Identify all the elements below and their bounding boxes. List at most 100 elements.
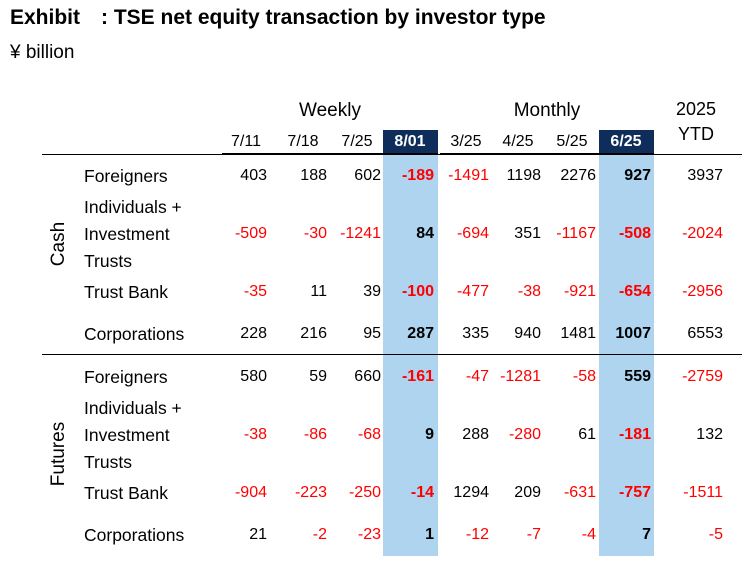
table-cell: 84 (416, 225, 434, 242)
table-cell: -757 (618, 484, 651, 501)
row-label-futures: Corporations (84, 524, 185, 545)
row-label-cash: Foreigners (84, 165, 168, 186)
table-cell: 1198 (506, 167, 541, 184)
row-label-futures: Trusts (84, 451, 132, 472)
table-cell: -35 (243, 283, 267, 300)
table-cell: -1511 (683, 484, 723, 501)
table-cell: 7 (642, 526, 651, 543)
table-cell: 660 (354, 368, 381, 385)
section-label-cash: Cash (48, 221, 69, 267)
table-cell: -1491 (448, 167, 489, 184)
row-label-futures: Individuals + (84, 397, 182, 418)
table-cell: -477 (456, 283, 489, 300)
table-cell: -86 (303, 426, 327, 443)
table-cell: -1281 (500, 368, 541, 385)
table-cell: 11 (310, 283, 327, 300)
table-cell: 1 (425, 526, 434, 543)
table-cell: -7 (526, 526, 541, 543)
row-label-futures: Investment (84, 424, 170, 445)
table-cell: 940 (514, 325, 541, 342)
table-cell: 351 (514, 225, 541, 242)
cash-section-top-rule (42, 154, 742, 155)
table-cell: 95 (363, 325, 381, 342)
table-cell: -38 (243, 426, 267, 443)
table-cell: 21 (249, 526, 267, 543)
row-label-cash: Individuals + (84, 196, 182, 217)
row-label-futures: Foreigners (84, 366, 168, 387)
table-cell: 1294 (453, 484, 489, 501)
table-cell: -223 (294, 484, 327, 501)
table-cell: 1007 (615, 325, 651, 342)
table-cell: -904 (234, 484, 267, 501)
table-cell: -68 (357, 426, 381, 443)
table-cell: -5 (708, 526, 723, 543)
table-cell: 61 (578, 426, 596, 443)
table-cell: 216 (300, 325, 327, 342)
futures-section-top-rule (42, 354, 742, 355)
column-header-5-25: 5/25 (556, 133, 588, 150)
column-header-7-11: 7/11 (231, 133, 261, 150)
table-cell: 3937 (687, 167, 723, 184)
table-cell: -2956 (682, 283, 723, 300)
weekly-group-header: Weekly (299, 100, 361, 121)
table-cell: 9 (425, 426, 434, 443)
column-header-7-25: 7/25 (341, 133, 373, 150)
unit-subtitle: ¥ billion (10, 42, 75, 63)
table-cell: -47 (465, 368, 489, 385)
table-cell: 228 (240, 325, 267, 342)
table-cell: 132 (696, 426, 723, 443)
table-cell: -38 (517, 283, 541, 300)
table-cell: -280 (508, 426, 541, 443)
table-cell: -189 (401, 167, 434, 184)
monthly-group-header: Monthly (513, 100, 581, 121)
table-cell: 927 (624, 167, 651, 184)
column-header-3-25: 3/25 (450, 133, 482, 150)
section-label-futures: Futures (48, 421, 69, 487)
table-cell: 2276 (560, 167, 596, 184)
column-header-4-25: 4/25 (502, 133, 534, 150)
table-cell: -12 (465, 526, 489, 543)
table-cell: 188 (300, 167, 327, 184)
table-cell: -694 (456, 225, 489, 242)
ytd-header-label: YTD (678, 124, 714, 144)
table-cell: -181 (618, 426, 651, 443)
row-label-cash: Investment (84, 223, 170, 244)
ytd-header-year: 2025 (675, 99, 717, 119)
row-label-cash: Corporations (84, 323, 185, 344)
table-cell: -250 (348, 484, 381, 501)
table-cell: -4 (581, 526, 596, 543)
table-cell: -508 (618, 225, 651, 242)
table-cell: 39 (363, 283, 381, 300)
table-cell: 6553 (687, 325, 723, 342)
column-header-8-01: 8/01 (394, 133, 426, 150)
table-cell: 602 (354, 167, 381, 184)
table-cell: -1167 (556, 225, 596, 242)
header-highlight-6-25 (599, 130, 654, 154)
column-header-6-25: 6/25 (610, 133, 642, 150)
table-cell: 209 (514, 484, 541, 501)
table-cell: -58 (572, 368, 596, 385)
table-cell: -2759 (682, 368, 723, 385)
column-header-7-18: 7/18 (287, 133, 319, 150)
row-label-futures: Trust Bank (84, 482, 168, 503)
table-cell: -23 (357, 526, 381, 543)
table-cell: 287 (407, 325, 434, 342)
table-cell: -1241 (340, 225, 381, 242)
table-cell: -631 (563, 484, 596, 501)
table-cell: 335 (462, 325, 489, 342)
exhibit-title: Exhibit : TSE net equity transaction by … (10, 6, 546, 29)
table-cell: 1481 (560, 325, 596, 342)
table-cell: -509 (234, 225, 267, 242)
table-cell: -30 (303, 225, 327, 242)
table-cell: 580 (240, 368, 267, 385)
table-cell: -100 (401, 283, 434, 300)
table-cell: 559 (624, 368, 651, 385)
row-label-cash: Trusts (84, 250, 132, 271)
table-cell: -2024 (682, 225, 723, 242)
header-underline-monthly (440, 153, 654, 154)
table-cell: 288 (462, 426, 489, 443)
table-cell: -161 (401, 368, 434, 385)
row-label-cash: Trust Bank (84, 281, 168, 302)
table-cell: -14 (410, 484, 434, 501)
header-highlight-8-01 (383, 130, 438, 154)
